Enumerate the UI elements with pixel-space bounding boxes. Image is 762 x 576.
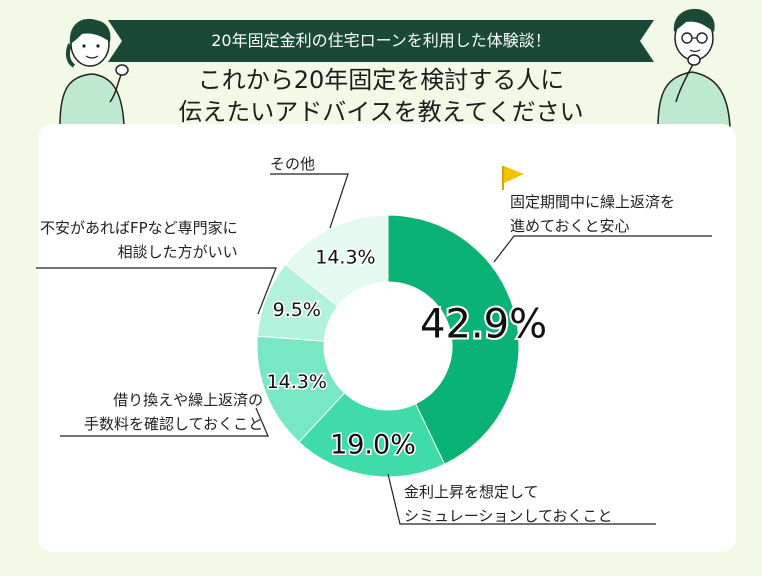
headline-line-1: これから20年固定を検討する人に [197,66,565,94]
donut-slice-4 [284,214,389,307]
leader-line-1 [387,473,656,525]
ribbon-title: 20年固定金利の住宅ローンを利用した体験談！ [211,31,551,50]
slice-label-2: 借り換えや繰上返済の 手数料を確認しておくこと [84,388,263,436]
leader-line-0 [493,235,712,263]
slice-label-2-line-2: 手数料を確認しておくこと [84,415,264,433]
donut-slice-1 [298,392,446,478]
title-ribbon: 20年固定金利の住宅ローンを利用した体験談！ [108,20,654,62]
donut-slice-0 [387,214,520,465]
flag-icon [502,166,524,190]
slice-label-3: 不安があればFPなど専門家に 相談した方がいい [40,216,238,264]
slice-label-4: その他 [270,152,315,176]
slice-label-1: 金利上昇を想定して シミュレーションしておくこと [404,480,613,528]
slice-label-3-line-2: 相談した方がいい [117,243,238,261]
headline-line-2: 伝えたいアドバイスを教えてください [178,98,584,126]
percent-label-3: 9.5% [273,299,321,321]
percent-label-4: 14.3% [315,247,375,269]
percent-label-1: 19.0% [330,429,416,460]
slice-label-0: 固定期間中に繰上返済を 進めておくと安心 [510,190,675,238]
percent-label-2: 14.3% [267,371,327,393]
slice-label-1-line-2: シミュレーションしておくこと [404,507,613,525]
woman-pointing-illustration [59,18,129,125]
man-thinking-illustration [657,8,731,127]
slice-label-1-line-1: 金利上昇を想定して [404,483,539,501]
slice-label-2-line-1: 借り換えや繰上返済の [113,391,264,409]
leader-line-4 [270,173,349,229]
leader-line-3 [36,267,277,315]
slice-label-0-line-1: 固定期間中に繰上返済を [510,193,676,211]
percent-label-0: 42.9% [420,301,547,347]
slice-label-4-line-1: その他 [270,155,316,173]
slice-label-0-line-2: 進めておくと安心 [510,217,630,235]
leader-line-2 [60,407,269,437]
slice-label-3-line-1: 不安があればFPなど専門家に [40,219,238,237]
chart-card [38,124,736,552]
